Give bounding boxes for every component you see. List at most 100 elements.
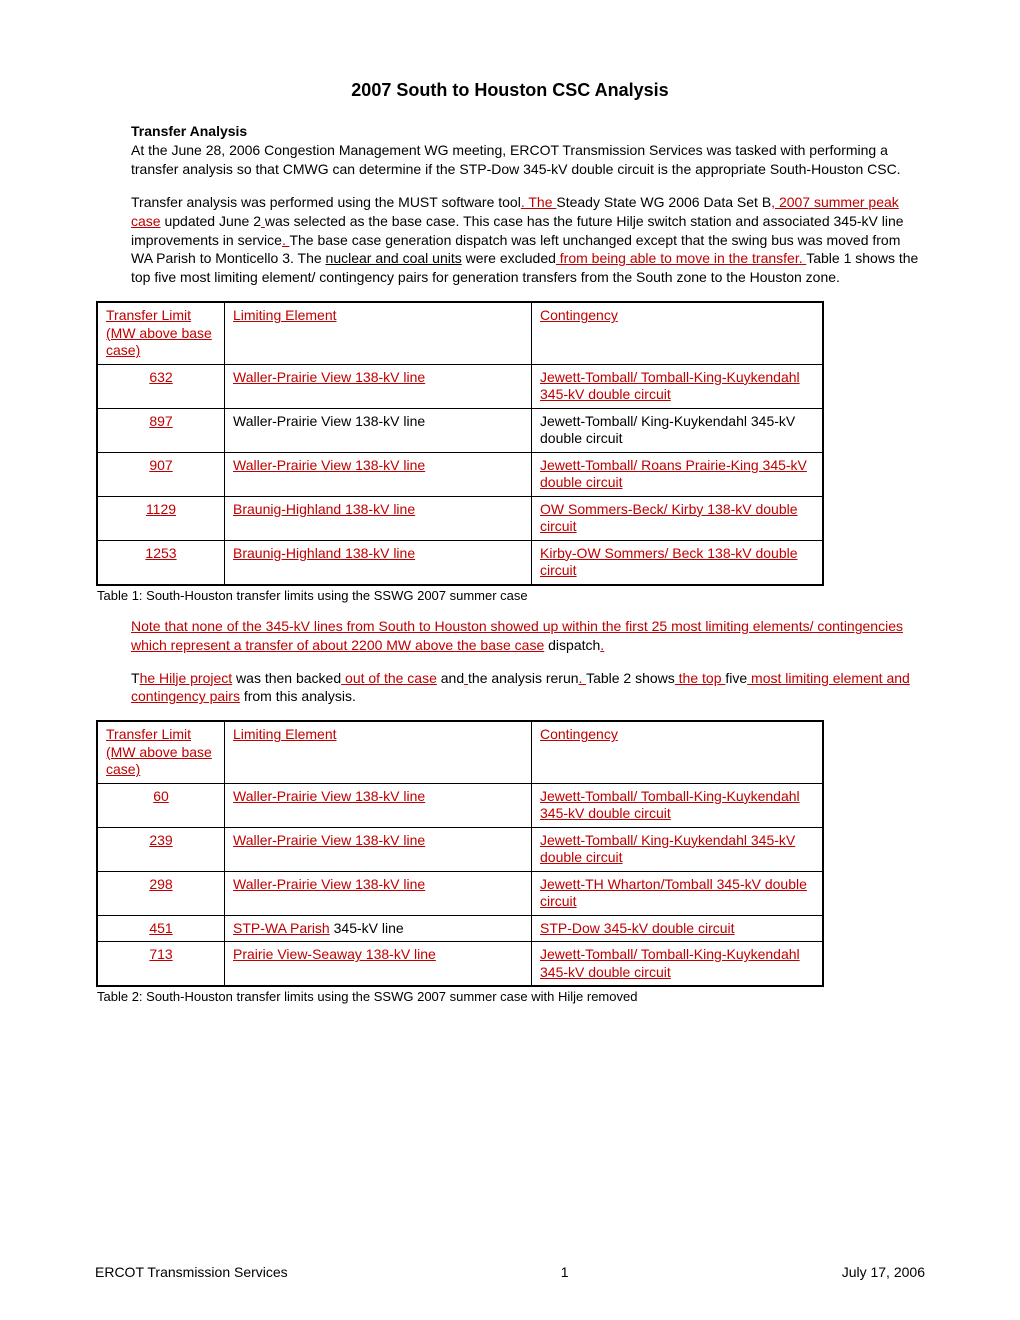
p2-t2: Steady State WG 2006 Data Set B <box>556 194 771 210</box>
p4-r5: the top <box>675 670 726 686</box>
cell-limit: 60 <box>97 783 225 827</box>
cell-contingency: Jewett-TH Wharton/Tomball 345-kV double … <box>532 871 824 915</box>
table-row: 451 STP-WA Parish 345-kV line STP-Dow 345-… <box>97 915 823 942</box>
p4-t2: was then backed <box>232 670 341 686</box>
table-2: Transfer Limit (MW above base case) Limi… <box>96 720 824 987</box>
cell-element-text: Waller-Prairie View 138-kV line <box>233 457 425 473</box>
cell-contingency-text: OW Sommers-Beck/ Kirby 138-kV double cir… <box>540 501 798 535</box>
cell-limit-text: 1253 <box>145 545 176 561</box>
p2-t6: were excluded <box>462 250 556 266</box>
th-element-text: Limiting Element <box>233 726 337 742</box>
p3-r2: 00 MW above the base case <box>367 637 544 653</box>
cell-limit-text: 60 <box>153 788 169 804</box>
cell-element-text: Waller-Prairie View 138-kV line <box>233 788 425 804</box>
th-contingency: Contingency <box>532 302 824 364</box>
cell-contingency: Jewett-Tomball/ King-Kuykendahl 345-kV d… <box>532 408 824 452</box>
p3-r3: . <box>600 637 604 653</box>
cell-limit: 1129 <box>97 496 225 540</box>
cell-contingency-text: Jewett-Tomball/ King-Kuykendahl 345-kV d… <box>540 413 795 447</box>
cell-limit: 632 <box>97 364 225 408</box>
p4-t5: Table 2 shows <box>586 670 675 686</box>
table-row: 907 Waller-Prairie View 138-kV line Jewett… <box>97 452 823 496</box>
cell-contingency-text: STP-Dow 345-kV double circuit <box>540 920 735 936</box>
p4-r1: he Hilje project <box>140 670 233 686</box>
cell-limit: 451 <box>97 915 225 942</box>
cell-element: Waller-Prairie View 138-kV line <box>225 408 532 452</box>
p4-t3: and <box>437 670 464 686</box>
cell-limit-text: 907 <box>149 457 172 473</box>
cell-contingency: Jewett-Tomball/ Tomball-King-Kuykendahl … <box>532 364 824 408</box>
cell-contingency: OW Sommers-Beck/ Kirby 138-kV double cir… <box>532 496 824 540</box>
p4-t4: the analysis rerun <box>468 670 579 686</box>
cell-element: STP-WA Parish 345-kV line <box>225 915 532 942</box>
table-header-row: Transfer Limit (MW above base case) Limi… <box>97 302 823 364</box>
cell-contingency-text: Jewett-Tomball/ King-Kuykendahl 345-kV d… <box>540 832 795 866</box>
p1-text: At the June 28, 2006 Congestion Manageme… <box>131 142 901 177</box>
th-element-text: Limiting Element <box>233 307 337 323</box>
cell-element-text: Waller-Prairie View 138-kV line <box>233 369 425 385</box>
cell-limit-text: 632 <box>149 369 172 385</box>
th-element: Limiting Element <box>225 302 532 364</box>
page-title: 2007 South to Houston CSC Analysis <box>95 80 925 101</box>
cell-contingency-text: Jewett-Tomball/ Roans Prairie-King 345-k… <box>540 457 807 491</box>
table-1: Transfer Limit (MW above base case) Limi… <box>96 301 824 586</box>
table-row: 632 Waller-Prairie View 138-kV line Jewett… <box>97 364 823 408</box>
cell-contingency: Kirby-OW Sommers/ Beck 138-kV double cir… <box>532 540 824 585</box>
table-row: 897 Waller-Prairie View 138-kV lineJewett… <box>97 408 823 452</box>
cell-limit: 298 <box>97 871 225 915</box>
cell-contingency: Jewett-Tomball/ Roans Prairie-King 345-k… <box>532 452 824 496</box>
page-footer: ERCOT Transmission Services 1 July 17, 2… <box>95 1264 925 1280</box>
section-heading: Transfer Analysis <box>131 123 925 139</box>
th-contingency-text: Contingency <box>540 726 618 742</box>
cell-contingency-text: Jewett-TH Wharton/Tomball 345-kV double … <box>540 876 807 910</box>
table-row: 60 Waller-Prairie View 138-kV line Jewett-… <box>97 783 823 827</box>
cell-element-text: STP-WA Parish <box>233 920 330 936</box>
footer-left: ERCOT Transmission Services <box>95 1264 288 1280</box>
cell-contingency-text: Jewett-Tomball/ Tomball-King-Kuykendahl … <box>540 946 800 980</box>
cell-limit: 897 <box>97 408 225 452</box>
table-row: 239Waller-Prairie View 138-kV lineJewett… <box>97 827 823 871</box>
table-2-caption: Table 2: South-Houston transfer limits u… <box>97 989 925 1004</box>
cell-element-text: Prairie View-Seaway 138-kV line <box>233 946 436 962</box>
cell-element: Waller-Prairie View 138-kV line <box>225 452 532 496</box>
cell-element-tail: 345-kV line <box>330 920 404 936</box>
cell-element: Waller-Prairie View 138-kV line <box>225 783 532 827</box>
cell-element: Waller-Prairie View 138-kV line <box>225 364 532 408</box>
table-row: 298 Waller-Prairie View 138-kV line Jewett… <box>97 871 823 915</box>
paragraph-2: Transfer analysis was performed using th… <box>131 193 925 287</box>
cell-element: Prairie View-Seaway 138-kV line <box>225 942 532 987</box>
th-contingency-text: Contingency <box>540 307 618 323</box>
cell-contingency: Jewett-Tomball/ Tomball-King-Kuykendahl … <box>532 942 824 987</box>
table-row: 713 Prairie View-Seaway 138-kV line Jewett… <box>97 942 823 987</box>
table-header-row: Transfer Limit (MW above base case) Limi… <box>97 721 823 783</box>
p2-r6: from being able to move in the transfer. <box>556 250 806 266</box>
paragraph-1: At the June 28, 2006 Congestion Manageme… <box>131 141 925 179</box>
cell-element: Braunig-Highland 138-kV line <box>225 540 532 585</box>
cell-element: Braunig-Highland 138-kV line <box>225 496 532 540</box>
cell-limit: 713 <box>97 942 225 987</box>
cell-limit: 1253 <box>97 540 225 585</box>
p4-t1: T <box>131 670 140 686</box>
cell-limit-text: 897 <box>149 413 172 429</box>
p2-t1: Transfer analysis was performed using th… <box>131 194 521 210</box>
p2-r2: he <box>537 194 556 210</box>
footer-page-number: 1 <box>561 1264 569 1280</box>
p2-r1: . T <box>521 194 537 210</box>
cell-element-text: Waller-Prairie View 138-kV line <box>233 876 425 892</box>
cell-element-text: Braunig-Highland 138-kV line <box>233 545 415 561</box>
p2-t3: updated June 2 <box>161 213 261 229</box>
cell-contingency: Jewett-Tomball/ Tomball-King-Kuykendahl … <box>532 783 824 827</box>
table-1-caption: Table 1: South-Houston transfer limits u… <box>97 588 925 603</box>
th-limit-text: Transfer Limit (MW above base case) <box>106 307 212 358</box>
cell-limit-text: 451 <box>149 920 172 936</box>
cell-limit: 907 <box>97 452 225 496</box>
cell-limit: 239 <box>97 827 225 871</box>
th-element: Limiting Element <box>225 721 532 783</box>
cell-contingency-text: Jewett-Tomball/ Tomball-King-Kuykendahl … <box>540 788 800 822</box>
table-row: 1129 Braunig-Highland 138-kV line OW Somme… <box>97 496 823 540</box>
cell-contingency-text: Kirby-OW Sommers/ Beck 138-kV double cir… <box>540 545 798 579</box>
page: 2007 South to Houston CSC Analysis Trans… <box>0 0 1020 1240</box>
p4-r4: . <box>579 670 587 686</box>
table-row: 1253 Braunig-Highland 138-kV line Kirby-OW… <box>97 540 823 585</box>
cell-element-text: Braunig-Highland 138-kV line <box>233 501 415 517</box>
